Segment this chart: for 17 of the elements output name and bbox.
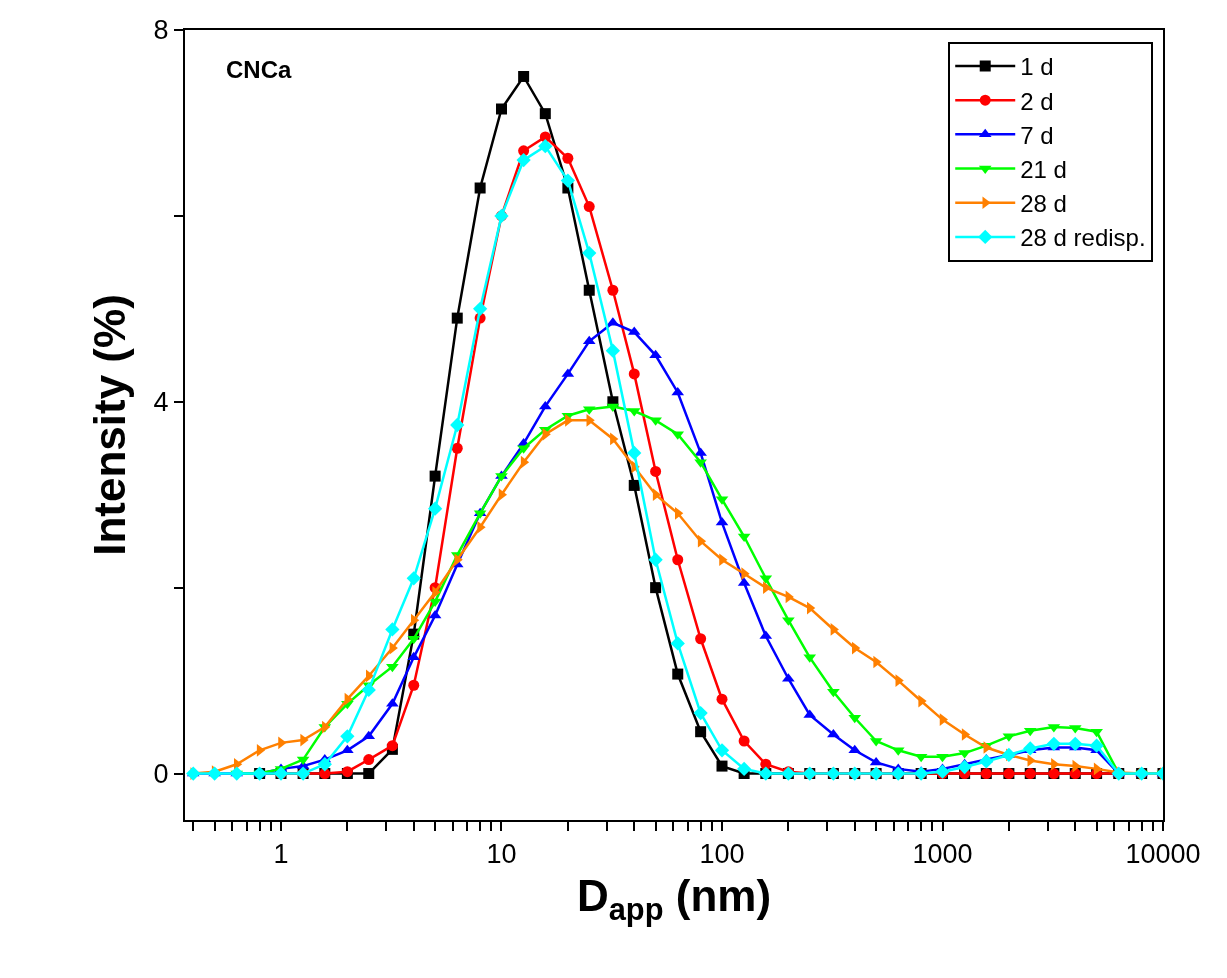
y-tick-label: 4: [153, 387, 169, 418]
legend-label: 28 d: [1020, 190, 1067, 218]
y-tick-label: 0: [153, 758, 169, 789]
legend-label: 28 d redisp.: [1020, 224, 1146, 252]
y-axis-title: Intensity (%): [85, 294, 135, 556]
legend-label: 7 d: [1020, 121, 1054, 149]
annotation: CNCa: [226, 56, 292, 83]
x-axis-title: D$_{app}$ (nm): [576, 871, 772, 928]
x-tick-label: 1000: [912, 839, 973, 870]
legend-label: 1 d: [1020, 53, 1054, 81]
legend-label: 21 d: [1020, 155, 1067, 183]
x-tick-label: 100: [699, 839, 745, 870]
x-tick-label: 10000: [1125, 839, 1201, 870]
legend-label: 2 d: [1020, 87, 1054, 115]
x-tick-label: 10: [486, 839, 517, 870]
x-tick-label: 1: [273, 839, 289, 870]
y-tick-label: 8: [153, 15, 169, 46]
